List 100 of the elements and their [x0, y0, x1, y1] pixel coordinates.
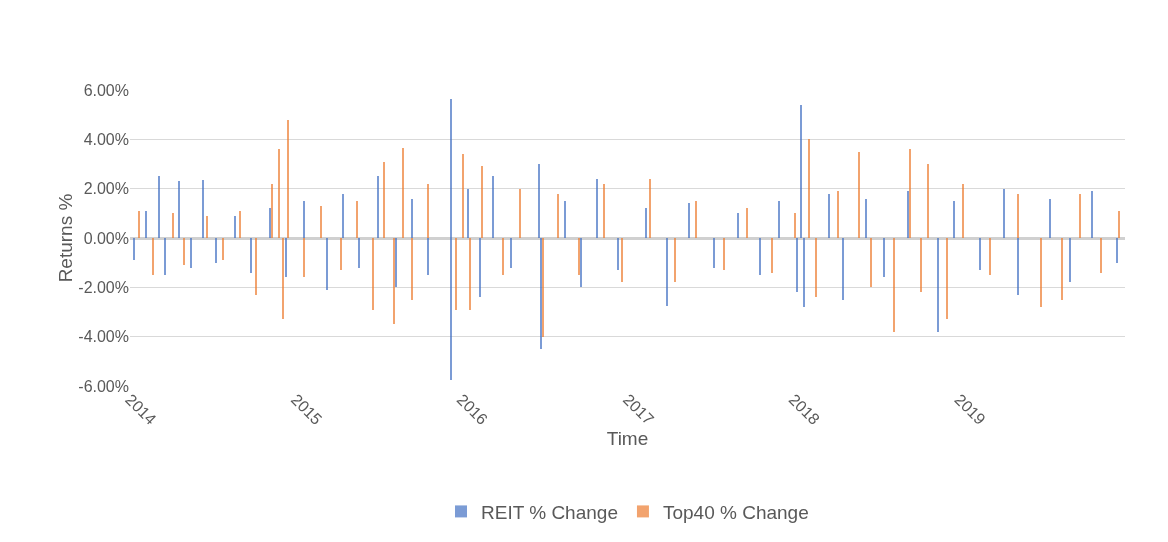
bar — [893, 238, 895, 332]
bar — [510, 238, 512, 268]
bar — [1040, 238, 1042, 307]
bar — [222, 238, 224, 260]
bar — [649, 179, 651, 238]
bar — [920, 238, 922, 292]
bar — [206, 216, 208, 238]
bar — [1079, 194, 1081, 238]
bar — [202, 180, 204, 238]
bar — [481, 166, 483, 238]
bar — [1069, 238, 1071, 282]
bar — [688, 203, 690, 238]
bar — [723, 238, 725, 270]
bar — [502, 238, 504, 275]
bar — [962, 184, 964, 238]
bar — [519, 189, 521, 238]
bar — [455, 238, 457, 310]
bar — [883, 238, 885, 277]
bar — [907, 191, 909, 238]
bar — [492, 176, 494, 238]
bar — [411, 238, 413, 300]
legend-label: Top40 % Change — [662, 501, 809, 523]
bar — [402, 148, 404, 238]
bar — [564, 201, 566, 238]
bar — [737, 213, 739, 238]
bar — [1017, 194, 1019, 238]
bar — [215, 238, 217, 263]
bar — [395, 238, 397, 287]
y-tick-label: 0.00% — [83, 229, 129, 247]
bar — [1100, 238, 1102, 273]
bar — [542, 238, 544, 337]
bar — [285, 238, 287, 277]
bar — [946, 238, 948, 319]
bar — [557, 194, 559, 238]
bar — [803, 238, 805, 307]
bar — [937, 238, 939, 332]
bar — [842, 238, 844, 300]
bar — [828, 194, 830, 238]
bar — [411, 199, 413, 238]
bar — [771, 238, 773, 273]
bar — [303, 238, 305, 277]
bar — [1118, 211, 1120, 238]
bar — [603, 184, 605, 238]
bar — [269, 208, 271, 238]
bar — [979, 238, 981, 270]
bar — [250, 238, 252, 273]
bar — [158, 176, 160, 238]
bar — [870, 238, 872, 287]
bar — [596, 179, 598, 238]
bar — [1061, 238, 1063, 300]
bar — [462, 154, 464, 238]
bar — [1116, 238, 1118, 263]
bar — [239, 211, 241, 238]
bar — [178, 181, 180, 238]
bar — [800, 105, 802, 238]
bar — [278, 149, 280, 238]
bar — [617, 238, 619, 270]
bar — [865, 199, 867, 238]
bar — [340, 238, 342, 270]
bar — [1091, 191, 1093, 238]
bar — [580, 238, 582, 287]
bar — [713, 238, 715, 268]
bar — [303, 201, 305, 238]
y-axis-title: Returns % — [55, 193, 77, 283]
bar — [326, 238, 328, 290]
bar — [989, 238, 991, 275]
bar — [695, 201, 697, 238]
y-tick-label: -4.00% — [78, 328, 129, 346]
bar — [815, 238, 817, 297]
bar — [145, 211, 147, 238]
bar — [759, 238, 761, 275]
bar — [287, 120, 289, 238]
bar — [746, 208, 748, 238]
bar — [138, 211, 140, 238]
y-tick-label: -2.00% — [78, 278, 129, 296]
bar — [467, 189, 469, 238]
bar — [234, 216, 236, 238]
bar — [152, 238, 154, 275]
bar — [372, 238, 374, 310]
bar — [356, 201, 358, 238]
bar — [540, 238, 542, 349]
bar — [778, 201, 780, 238]
bar — [383, 162, 385, 238]
bar — [1049, 199, 1051, 238]
bar — [1017, 238, 1019, 295]
legend-label: REIT % Change — [481, 501, 618, 523]
bar — [796, 238, 798, 292]
bar — [358, 238, 360, 268]
bar — [393, 238, 395, 324]
y-tick-label: -6.00% — [78, 377, 129, 395]
bar — [282, 238, 284, 319]
bar — [621, 238, 623, 282]
bar — [320, 206, 322, 238]
bar — [469, 238, 471, 310]
bar — [858, 152, 860, 238]
bar — [377, 176, 379, 238]
bar — [538, 164, 540, 238]
bar — [666, 238, 668, 306]
bar — [808, 139, 810, 238]
bar — [271, 184, 273, 238]
